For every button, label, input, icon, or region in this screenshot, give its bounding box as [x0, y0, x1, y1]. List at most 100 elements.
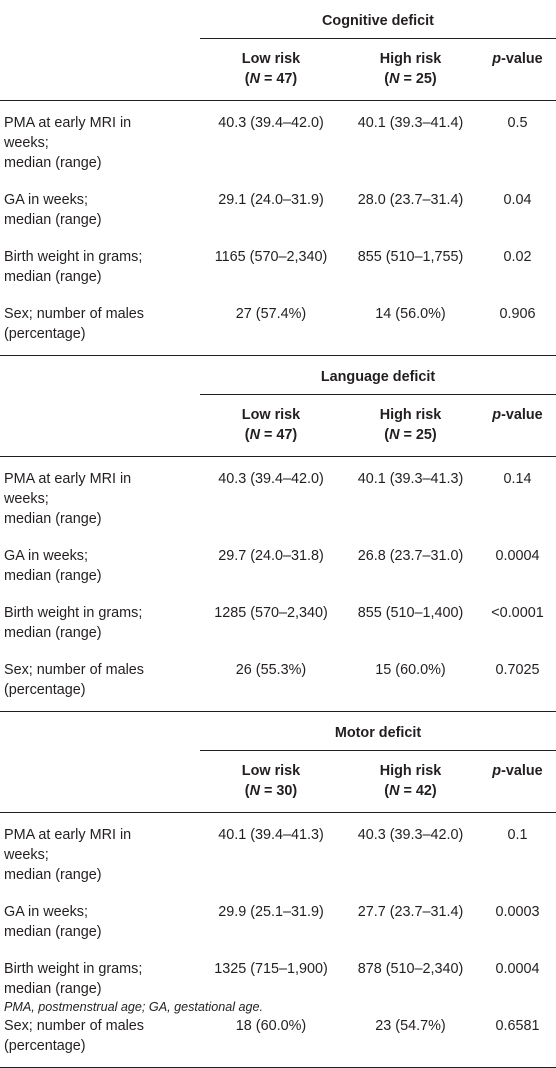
row-label: PMA at early MRI in weeks; median (range)	[0, 457, 200, 535]
high-risk-value-text: 855 (510–1,400)	[357, 605, 464, 621]
high-risk-value-text: 28.0 (23.7–31.4)	[357, 192, 464, 208]
high-risk-value: 23 (54.7%)	[342, 1004, 479, 1068]
low-risk-value-text: 40.3 (39.4–42.0)	[218, 115, 324, 131]
column-header-row: Low risk (N = 30) High risk (N = 42) p-value	[0, 750, 556, 813]
high-risk-value-text: 27.7 (23.7–31.4)	[357, 904, 464, 920]
column-header-row: Low risk (N = 47) High risk (N = 25) p-value	[0, 394, 556, 457]
section-title-row: Cognitive deficit	[0, 0, 556, 39]
p-value: 0.0004	[479, 947, 556, 1004]
high-risk-value: 26.8 (23.7–31.0)	[342, 534, 479, 591]
sample-size-value: = 47)	[260, 427, 298, 443]
row-label-line: Birth weight in grams;	[4, 249, 143, 265]
p-value-header: p-value	[479, 394, 556, 457]
row-label-line: median (range)	[4, 212, 102, 228]
row-label: Sex; number of males (percentage)	[0, 292, 200, 356]
section-title-row: Language deficit	[0, 355, 556, 395]
high-risk-value-text: 26.8 (23.7–31.0)	[357, 548, 464, 564]
high-risk-value-text: 15 (60.0%)	[375, 662, 446, 678]
p-value: 0.04	[479, 178, 556, 235]
p-value-text: 0.0004	[495, 961, 540, 977]
sample-size-symbol: N	[249, 427, 260, 443]
low-risk-value: 27 (57.4%)	[200, 292, 342, 356]
high-risk-value-text: 40.1 (39.3–41.3)	[357, 471, 464, 487]
row-label-line: GA in weeks;	[4, 192, 88, 208]
row-label-line: median (range)	[4, 511, 102, 527]
empty-cell	[0, 38, 200, 101]
low-risk-value: 40.1 (39.4–41.3)	[200, 813, 342, 891]
row-label: Birth weight in grams; median (range)	[0, 591, 200, 648]
p-value-text: 0.7025	[495, 662, 540, 678]
table-row: PMA at early MRI in weeks; median (range) 4…	[0, 813, 556, 891]
p-value-label: -value	[501, 407, 543, 423]
table-row: Sex; number of males (percentage) 27 (57.4…	[0, 292, 556, 356]
row-label: PMA at early MRI in weeks; median (range)	[0, 813, 200, 891]
table-row: GA in weeks; median (range) 29.9 (25.1–31.…	[0, 890, 556, 947]
high-risk-header: High risk (N = 42)	[342, 750, 479, 813]
low-risk-label: Low risk	[241, 763, 301, 779]
p-value-text: <0.0001	[491, 605, 544, 621]
low-risk-value-text: 1325 (715–1,900)	[214, 961, 328, 977]
section-title: Language deficit	[200, 355, 556, 395]
high-risk-value: 28.0 (23.7–31.4)	[342, 178, 479, 235]
row-label: PMA at early MRI in weeks; median (range)	[0, 101, 200, 179]
sample-size-symbol: N	[389, 71, 400, 87]
high-risk-label: High risk	[379, 763, 442, 779]
p-symbol: p	[492, 407, 502, 423]
high-risk-value: 27.7 (23.7–31.4)	[342, 890, 479, 947]
p-value-label: -value	[501, 763, 543, 779]
low-risk-value: 29.9 (25.1–31.9)	[200, 890, 342, 947]
row-label: GA in weeks; median (range)	[0, 534, 200, 591]
p-value: 0.5	[479, 101, 556, 179]
low-risk-value-text: 27 (57.4%)	[235, 306, 307, 322]
row-label-line: weeks;	[4, 491, 49, 507]
high-risk-value-text: 14 (56.0%)	[375, 306, 446, 322]
empty-cell	[0, 0, 200, 39]
sample-size-symbol: N	[389, 783, 400, 799]
low-risk-value: 29.7 (24.0–31.8)	[200, 534, 342, 591]
sample-size-value: = 25)	[399, 427, 437, 443]
p-value: 0.02	[479, 235, 556, 292]
sample-size-symbol: N	[249, 783, 260, 799]
high-risk-value-text: 23 (54.7%)	[375, 1018, 446, 1034]
row-label-line: median (range)	[4, 269, 102, 285]
high-risk-label: High risk	[379, 407, 442, 423]
low-risk-value-text: 40.1 (39.4–41.3)	[218, 827, 324, 843]
p-value-text: 0.6581	[495, 1018, 540, 1034]
sample-size-value: = 25)	[399, 71, 437, 87]
high-risk-value: 40.3 (39.3–42.0)	[342, 813, 479, 891]
p-value-text: 0.1	[507, 827, 528, 843]
p-value-text: 0.5	[507, 115, 528, 131]
row-label: Birth weight in grams; median (range)	[0, 235, 200, 292]
low-risk-value: 26 (55.3%)	[200, 648, 342, 712]
sample-size-value: = 47)	[260, 71, 298, 87]
table-row: Sex; number of males (percentage) 26 (55.3…	[0, 648, 556, 712]
row-label: Sex; number of males (percentage)	[0, 648, 200, 712]
p-value: 0.1	[479, 813, 556, 891]
row-label-line: (percentage)	[4, 326, 86, 342]
high-risk-value: 14 (56.0%)	[342, 292, 479, 356]
p-value-text: 0.0003	[495, 904, 540, 920]
sample-size-symbol: N	[249, 71, 260, 87]
high-risk-value-text: 878 (510–2,340)	[357, 961, 464, 977]
low-risk-label: Low risk	[241, 51, 301, 67]
high-risk-value: 855 (510–1,755)	[342, 235, 479, 292]
table-footnote: PMA, postmenstrual age; GA, gestational …	[4, 1000, 264, 1014]
p-value-text: 0.906	[499, 306, 536, 322]
row-label: Birth weight in grams; median (range)	[0, 947, 200, 1004]
low-risk-value: 1165 (570–2,340)	[200, 235, 342, 292]
column-header-row: Low risk (N = 47) High risk (N = 25) p-value	[0, 38, 556, 101]
row-label-line: median (range)	[4, 981, 102, 997]
low-risk-label: Low risk	[241, 407, 301, 423]
low-risk-value: 1325 (715–1,900)	[200, 947, 342, 1004]
high-risk-value: 15 (60.0%)	[342, 648, 479, 712]
table-row: Birth weight in grams; median (range) 1285…	[0, 591, 556, 648]
row-label-line: PMA at early MRI in	[4, 827, 132, 843]
p-value: 0.0004	[479, 534, 556, 591]
section-title-text: Language deficit	[320, 369, 436, 385]
section-title-text: Motor deficit	[334, 725, 422, 741]
low-risk-value-text: 18 (60.0%)	[235, 1018, 307, 1034]
low-risk-value-text: 29.1 (24.0–31.9)	[218, 192, 324, 208]
